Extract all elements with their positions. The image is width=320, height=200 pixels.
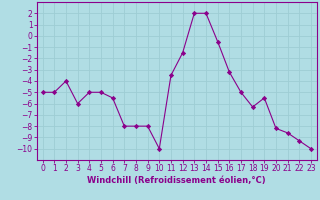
- X-axis label: Windchill (Refroidissement éolien,°C): Windchill (Refroidissement éolien,°C): [87, 176, 266, 185]
